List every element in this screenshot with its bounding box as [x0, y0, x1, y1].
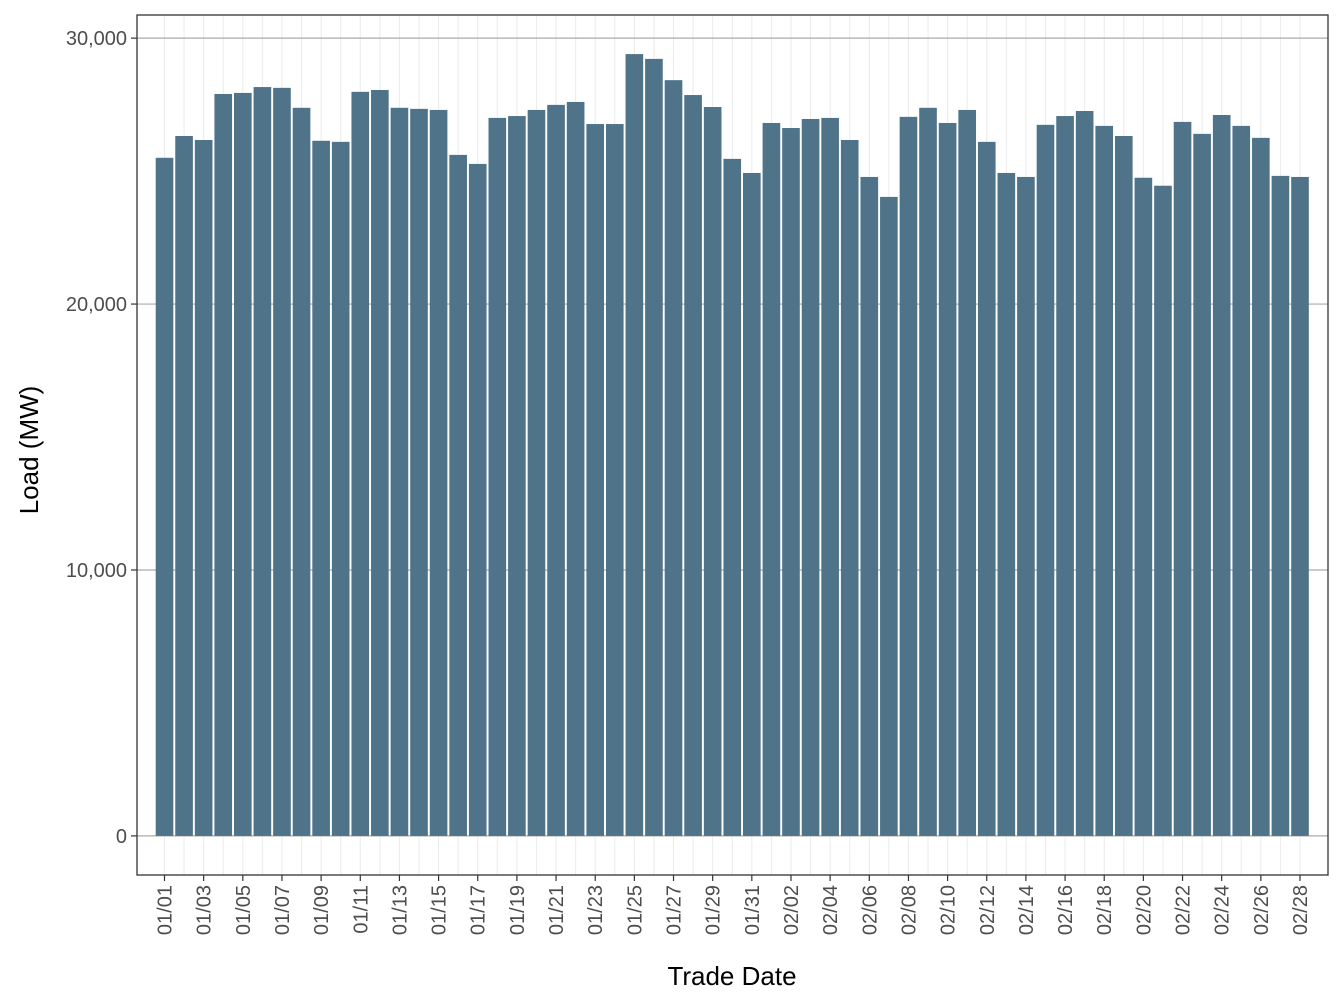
- x-tick-label: 01/03: [194, 885, 216, 935]
- bar: [468, 163, 487, 836]
- bar: [743, 172, 761, 836]
- y-tick-label: 10,000: [66, 560, 127, 582]
- bar: [527, 109, 546, 836]
- x-tick-label: 01/21: [546, 885, 568, 935]
- x-tick-label: 02/06: [859, 885, 881, 935]
- x-tick-label: 02/20: [1133, 885, 1155, 935]
- x-tick-label: 01/31: [742, 885, 764, 935]
- bar: [938, 122, 957, 836]
- bar: [1291, 176, 1309, 836]
- x-tick-label: 01/15: [429, 885, 451, 935]
- bar: [840, 139, 859, 836]
- bar: [880, 196, 898, 836]
- x-tick-label: 02/24: [1212, 885, 1234, 935]
- x-tick-label: 01/23: [585, 885, 607, 935]
- bar: [625, 54, 644, 836]
- bar: [547, 104, 565, 836]
- bar: [312, 140, 330, 836]
- y-axis-title: Load (MW): [14, 386, 44, 515]
- bar: [860, 176, 879, 836]
- bar: [1095, 125, 1114, 836]
- x-tick-label: 02/26: [1251, 885, 1273, 935]
- panel-border: [136, 14, 1329, 876]
- x-tick-label: 01/27: [664, 885, 686, 935]
- x-tick-label: 01/13: [389, 885, 411, 935]
- bar: [508, 116, 526, 836]
- bar: [1212, 114, 1231, 836]
- bar: [194, 139, 213, 836]
- x-tick-label: 02/28: [1290, 885, 1312, 935]
- bar: [664, 80, 683, 836]
- bar: [390, 107, 409, 836]
- x-tick-label: 02/10: [938, 885, 960, 935]
- bar: [1193, 133, 1211, 836]
- bar: [1075, 110, 1094, 836]
- bar: [351, 91, 370, 836]
- x-tick-label: 01/25: [624, 885, 646, 935]
- x-tick-label: 01/07: [272, 885, 294, 935]
- bar: [684, 95, 702, 836]
- bar: [919, 107, 937, 836]
- bar: [488, 117, 507, 836]
- x-tick-label: 02/18: [1094, 885, 1116, 935]
- x-tick-label: 01/19: [507, 885, 529, 935]
- bar: [214, 93, 233, 836]
- x-tick-label: 02/14: [1016, 885, 1038, 935]
- bar: [1017, 176, 1035, 836]
- bar: [155, 157, 174, 836]
- x-tick-label: 02/12: [977, 885, 999, 935]
- x-tick-label: 01/11: [350, 885, 372, 934]
- bar: [429, 109, 448, 836]
- bar: [253, 87, 272, 836]
- x-tick-label: 02/08: [898, 885, 920, 935]
- bar: [899, 116, 918, 836]
- bar: [371, 89, 389, 836]
- x-tick-label: 02/04: [820, 885, 842, 935]
- bar: [234, 92, 252, 836]
- bar: [1271, 175, 1290, 836]
- bar: [1134, 177, 1153, 836]
- bar: [723, 158, 742, 836]
- y-tick-label: 30,000: [66, 28, 127, 50]
- x-axis-title: Trade Date: [667, 961, 796, 991]
- x-tick-label: 01/05: [233, 885, 255, 935]
- bar: [997, 172, 1016, 836]
- bar: [273, 87, 291, 836]
- x-tick-label: 02/22: [1173, 885, 1195, 935]
- bar: [1154, 185, 1172, 836]
- bar: [958, 109, 976, 836]
- bar: [331, 141, 350, 836]
- x-tick-label: 01/09: [311, 885, 333, 935]
- bar: [977, 141, 996, 836]
- bar: [175, 135, 193, 836]
- bar: [605, 124, 624, 836]
- bar: [821, 117, 839, 836]
- bar: [410, 108, 428, 836]
- bar: [762, 122, 781, 836]
- bar: [645, 58, 663, 836]
- bar: [292, 107, 311, 836]
- y-tick-label: 0: [116, 826, 127, 848]
- y-tick-label: 20,000: [66, 294, 127, 316]
- bar: [1173, 121, 1192, 836]
- x-tick-label: 02/02: [781, 885, 803, 935]
- bar: [801, 118, 820, 836]
- bar: [782, 128, 800, 836]
- bar: [703, 107, 722, 836]
- bar: [586, 124, 605, 836]
- x-tick-label: 01/01: [155, 885, 177, 935]
- bar: [1036, 124, 1055, 836]
- bar: [1114, 135, 1133, 836]
- x-tick-label: 01/29: [703, 885, 725, 935]
- x-tick-label: 01/17: [468, 885, 490, 935]
- bar: [1232, 125, 1251, 836]
- bar: [566, 101, 585, 836]
- bar: [1252, 137, 1270, 836]
- x-tick-label: 02/16: [1055, 885, 1077, 935]
- bar: [1056, 116, 1074, 836]
- bar: [449, 154, 467, 836]
